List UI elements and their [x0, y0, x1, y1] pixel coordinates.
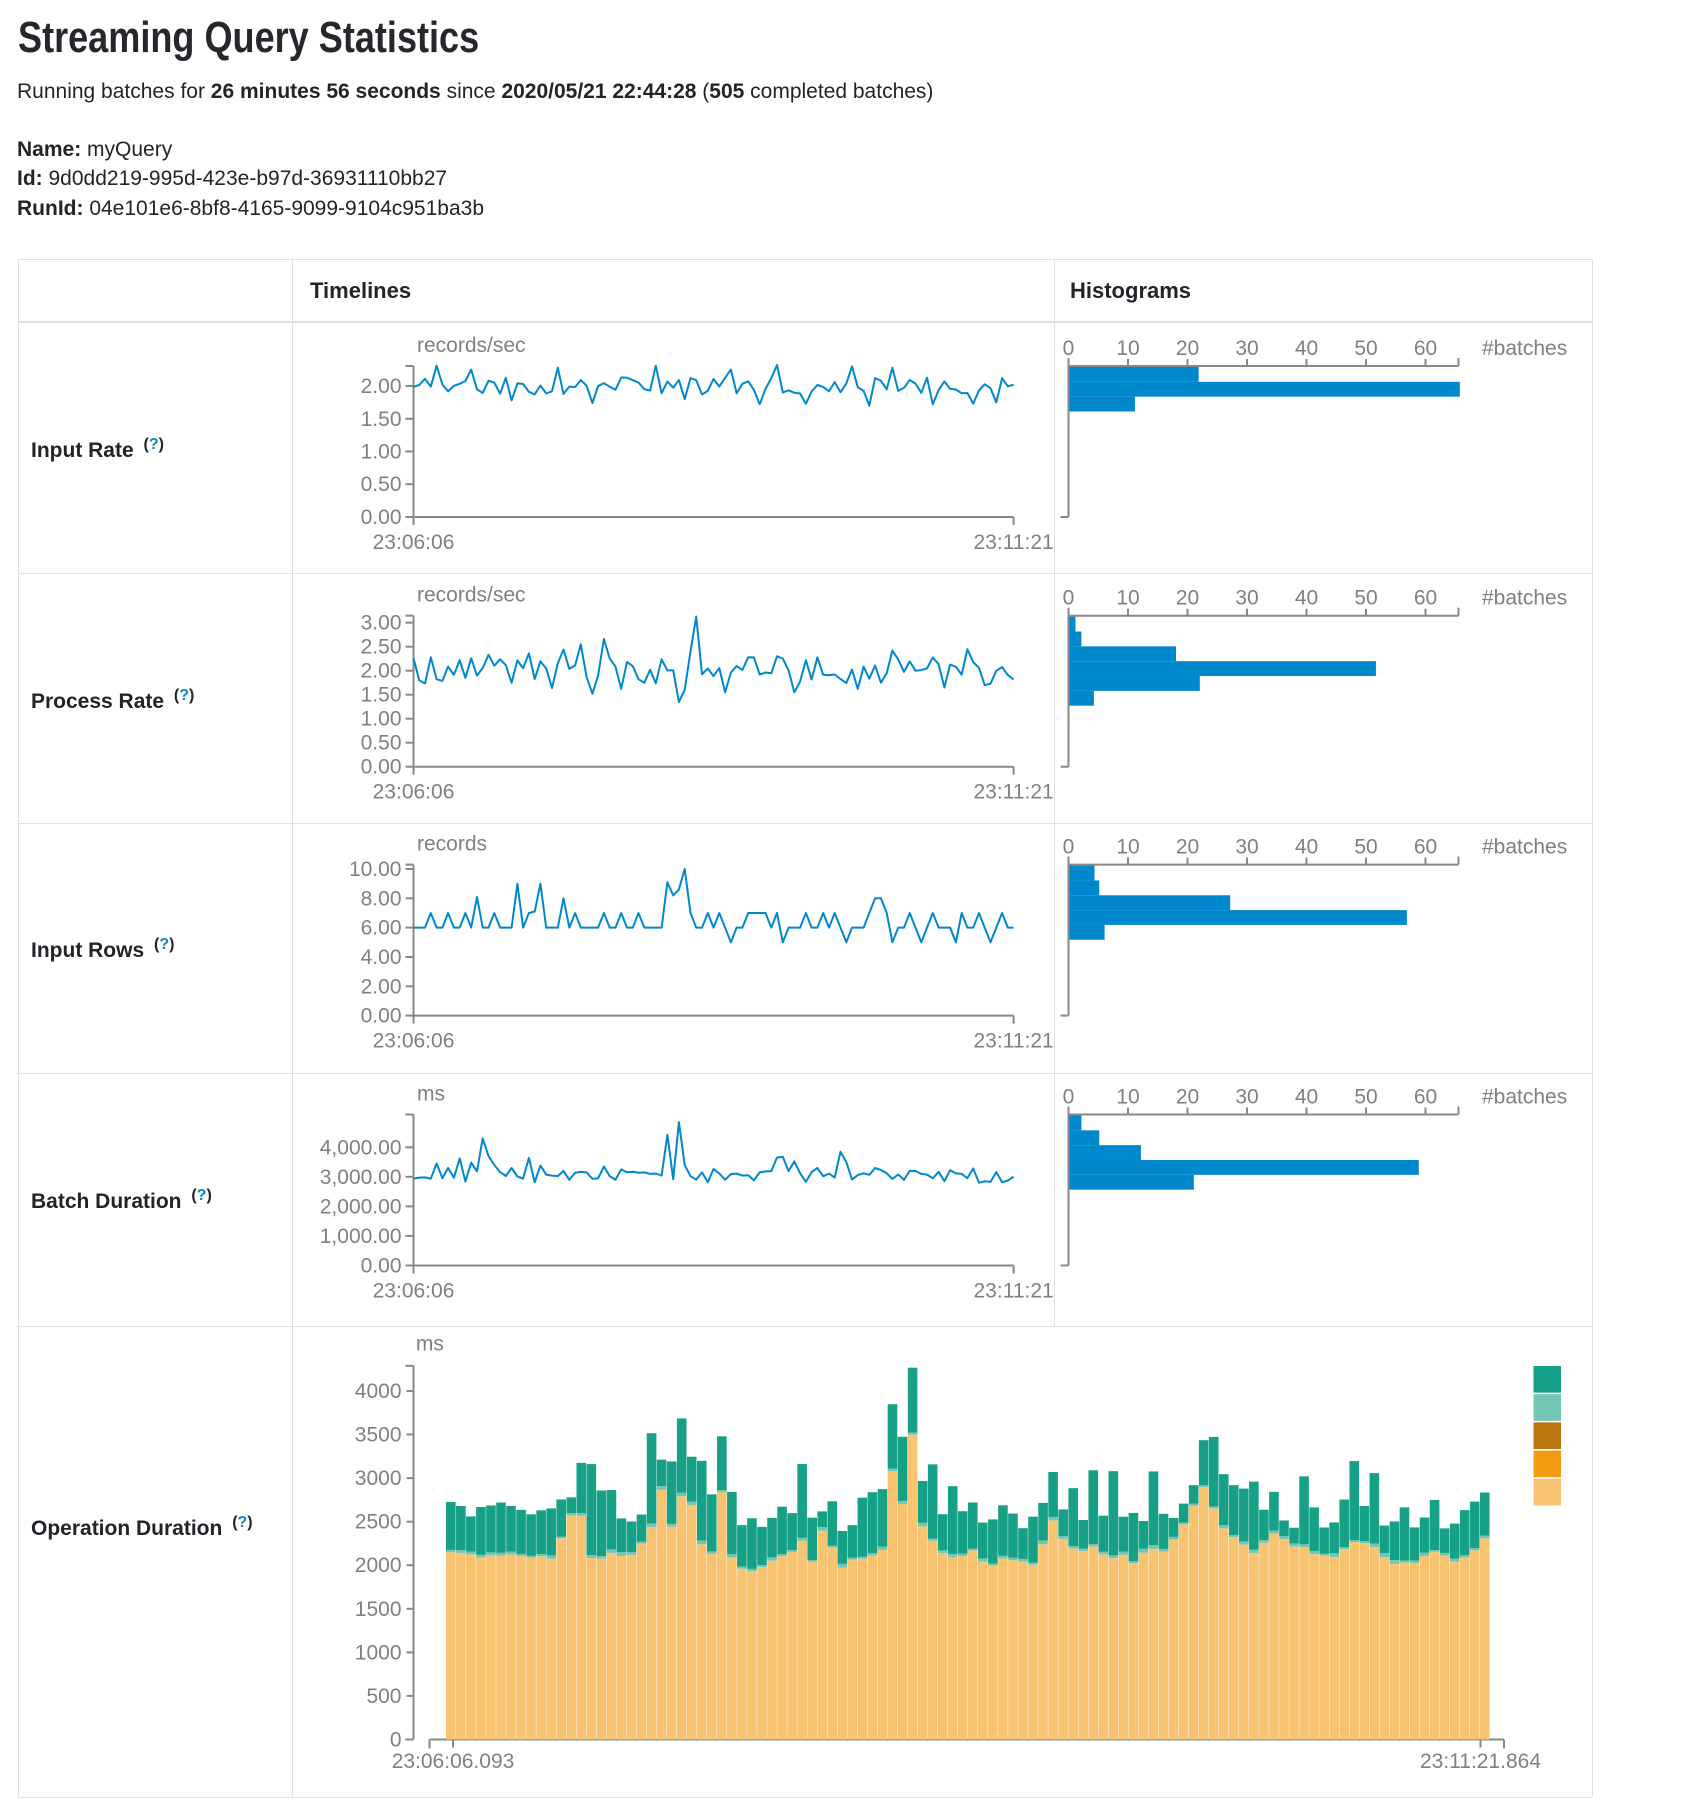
svg-text:1.00: 1.00: [361, 708, 402, 731]
svg-text:23:11:21: 23:11:21: [974, 1030, 1054, 1053]
svg-text:40: 40: [1295, 337, 1318, 360]
svg-text:2.50: 2.50: [361, 636, 402, 659]
svg-text:4000: 4000: [355, 1380, 402, 1403]
svg-text:0.00: 0.00: [361, 1005, 402, 1028]
svg-text:30: 30: [1235, 337, 1258, 360]
svg-text:20: 20: [1176, 1086, 1199, 1109]
svg-text:1500: 1500: [355, 1598, 402, 1621]
svg-text:60: 60: [1414, 836, 1437, 859]
svg-text:0.50: 0.50: [361, 473, 402, 496]
svg-text:2.00: 2.00: [361, 660, 402, 683]
svg-text:2000: 2000: [355, 1554, 402, 1577]
svg-text:#batches: #batches: [1482, 337, 1567, 360]
svg-text:1.50: 1.50: [361, 408, 402, 431]
svg-text:0: 0: [390, 1729, 402, 1752]
svg-text:2,000.00: 2,000.00: [320, 1195, 402, 1218]
svg-text:0.00: 0.00: [361, 506, 402, 529]
svg-text:records: records: [417, 833, 487, 856]
svg-text:8.00: 8.00: [361, 887, 402, 910]
svg-text:2.00: 2.00: [361, 975, 402, 998]
svg-text:20: 20: [1176, 836, 1199, 859]
svg-text:0.00: 0.00: [361, 1255, 402, 1278]
svg-text:23:06:06.093: 23:06:06.093: [392, 1750, 515, 1773]
svg-text:23:11:21.864: 23:11:21.864: [1420, 1750, 1541, 1773]
svg-text:3500: 3500: [355, 1424, 402, 1447]
svg-text:2.00: 2.00: [361, 375, 402, 398]
svg-text:60: 60: [1414, 587, 1437, 610]
svg-text:23:11:21: 23:11:21: [974, 781, 1054, 804]
svg-text:30: 30: [1235, 1086, 1258, 1109]
svg-text:10: 10: [1116, 1086, 1139, 1109]
svg-text:1000: 1000: [355, 1641, 402, 1664]
svg-text:10.00: 10.00: [349, 858, 402, 881]
svg-text:500: 500: [366, 1685, 401, 1708]
svg-text:30: 30: [1235, 587, 1258, 610]
svg-text:1,000.00: 1,000.00: [320, 1225, 402, 1248]
svg-text:40: 40: [1295, 1086, 1318, 1109]
svg-text:60: 60: [1414, 337, 1437, 360]
svg-text:23:06:06: 23:06:06: [373, 531, 455, 554]
svg-text:3.00: 3.00: [361, 612, 402, 635]
svg-text:50: 50: [1354, 1086, 1377, 1109]
svg-text:1.50: 1.50: [361, 684, 402, 707]
svg-text:0: 0: [1063, 836, 1075, 859]
svg-text:ms: ms: [417, 1083, 445, 1106]
svg-text:10: 10: [1116, 587, 1139, 610]
svg-text:#batches: #batches: [1482, 1086, 1567, 1109]
svg-text:6.00: 6.00: [361, 917, 402, 940]
svg-text:40: 40: [1295, 836, 1318, 859]
svg-text:23:06:06: 23:06:06: [373, 781, 455, 804]
svg-text:20: 20: [1176, 587, 1199, 610]
svg-text:10: 10: [1116, 836, 1139, 859]
svg-text:50: 50: [1354, 587, 1377, 610]
svg-text:#batches: #batches: [1482, 587, 1567, 610]
svg-text:4,000.00: 4,000.00: [320, 1136, 402, 1159]
svg-text:23:11:21: 23:11:21: [974, 1280, 1054, 1303]
svg-text:3,000.00: 3,000.00: [320, 1166, 402, 1189]
svg-text:20: 20: [1176, 337, 1199, 360]
svg-text:60: 60: [1414, 1086, 1437, 1109]
svg-text:0: 0: [1063, 1086, 1075, 1109]
svg-text:ms: ms: [416, 1333, 444, 1356]
svg-text:#batches: #batches: [1482, 836, 1567, 859]
svg-text:50: 50: [1354, 337, 1377, 360]
svg-text:records/sec: records/sec: [417, 334, 526, 357]
svg-text:2500: 2500: [355, 1511, 402, 1534]
svg-text:4.00: 4.00: [361, 946, 402, 969]
svg-text:1.00: 1.00: [361, 441, 402, 464]
svg-text:10: 10: [1116, 337, 1139, 360]
svg-text:0.50: 0.50: [361, 732, 402, 755]
svg-text:23:06:06: 23:06:06: [373, 1280, 455, 1303]
svg-text:50: 50: [1354, 836, 1377, 859]
svg-text:0: 0: [1063, 337, 1075, 360]
svg-text:0: 0: [1063, 587, 1075, 610]
svg-text:23:11:21: 23:11:21: [974, 531, 1054, 554]
svg-text:30: 30: [1235, 836, 1258, 859]
svg-text:records/sec: records/sec: [417, 584, 526, 607]
svg-text:0.00: 0.00: [361, 756, 402, 779]
svg-text:3000: 3000: [355, 1467, 402, 1490]
svg-text:40: 40: [1295, 587, 1318, 610]
svg-text:23:06:06: 23:06:06: [373, 1030, 455, 1053]
